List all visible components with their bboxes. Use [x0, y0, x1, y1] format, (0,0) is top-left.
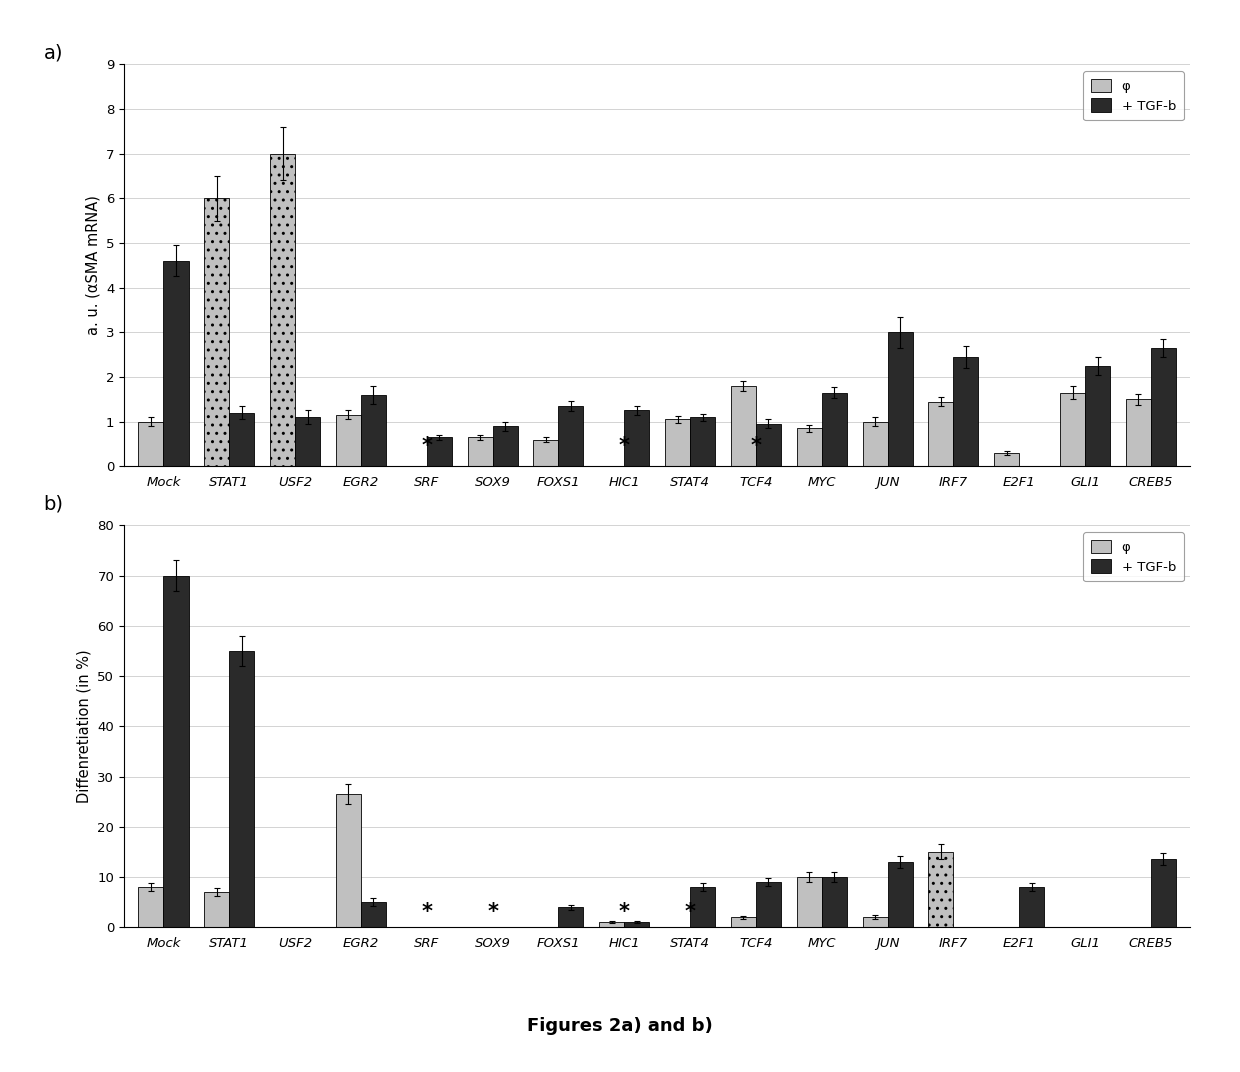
- Text: *: *: [684, 903, 696, 922]
- Y-axis label: a. u. (αSMA mRNA): a. u. (αSMA mRNA): [86, 195, 100, 336]
- Bar: [492, 426, 517, 466]
- Text: b): b): [43, 494, 63, 513]
- Bar: [756, 882, 781, 927]
- Bar: [994, 453, 1019, 466]
- Bar: [1151, 348, 1176, 466]
- Bar: [1126, 400, 1151, 466]
- Bar: [336, 415, 361, 466]
- Bar: [863, 918, 888, 927]
- Bar: [205, 892, 229, 927]
- Bar: [336, 794, 361, 927]
- Y-axis label: Diffenretiation (in %): Diffenretiation (in %): [77, 650, 92, 803]
- Bar: [361, 394, 386, 466]
- Bar: [929, 402, 954, 466]
- Legend: φ, + TGF-b: φ, + TGF-b: [1084, 532, 1184, 581]
- Bar: [929, 852, 954, 927]
- Bar: [797, 429, 822, 466]
- Bar: [1060, 392, 1085, 466]
- Bar: [205, 198, 229, 466]
- Text: a): a): [43, 44, 63, 63]
- Bar: [270, 153, 295, 466]
- Bar: [1151, 860, 1176, 927]
- Bar: [822, 392, 847, 466]
- Text: *: *: [619, 436, 630, 457]
- Bar: [797, 877, 822, 927]
- Bar: [624, 922, 650, 927]
- Bar: [427, 437, 451, 466]
- Bar: [822, 877, 847, 927]
- Legend: φ, + TGF-b: φ, + TGF-b: [1084, 71, 1184, 120]
- Text: *: *: [750, 436, 761, 457]
- Bar: [164, 576, 188, 927]
- Bar: [467, 437, 492, 466]
- Bar: [888, 332, 913, 466]
- Bar: [691, 888, 715, 927]
- Bar: [624, 411, 650, 466]
- Bar: [1085, 366, 1110, 466]
- Bar: [730, 386, 756, 466]
- Bar: [863, 421, 888, 466]
- Bar: [295, 417, 320, 466]
- Bar: [139, 888, 164, 927]
- Bar: [756, 423, 781, 466]
- Bar: [954, 357, 978, 466]
- Bar: [558, 406, 584, 466]
- Text: *: *: [422, 903, 433, 922]
- Bar: [361, 903, 386, 927]
- Bar: [229, 413, 254, 466]
- Bar: [888, 862, 913, 927]
- Text: *: *: [619, 903, 630, 922]
- Text: *: *: [422, 436, 433, 457]
- Bar: [139, 421, 164, 466]
- Bar: [1019, 888, 1044, 927]
- Bar: [599, 922, 624, 927]
- Bar: [730, 918, 756, 927]
- Bar: [533, 440, 558, 466]
- Bar: [665, 419, 691, 466]
- Text: *: *: [487, 903, 498, 922]
- Bar: [691, 417, 715, 466]
- Bar: [229, 651, 254, 927]
- Text: Figures 2a) and b): Figures 2a) and b): [527, 1017, 713, 1036]
- Bar: [164, 260, 188, 466]
- Bar: [558, 907, 584, 927]
